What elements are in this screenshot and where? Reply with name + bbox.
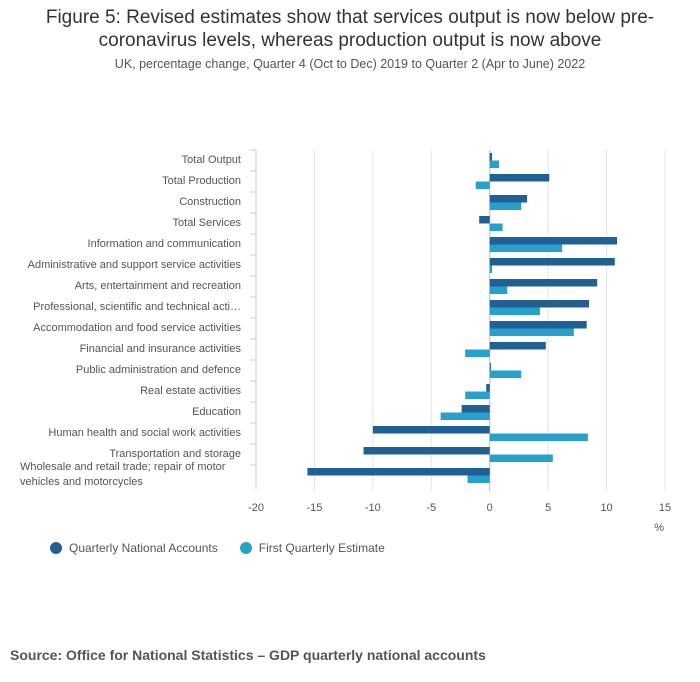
bar-fqe bbox=[475, 181, 490, 189]
bar-fqe bbox=[489, 223, 503, 231]
category-label: Total Output bbox=[182, 154, 241, 166]
bar-qna bbox=[461, 405, 490, 413]
bar-fqe bbox=[489, 265, 493, 273]
chart-legend: Quarterly National Accounts First Quarte… bbox=[50, 541, 385, 555]
bar-qna bbox=[489, 363, 491, 371]
bar-qna bbox=[489, 342, 546, 350]
category-label: Wholesale and retail trade; repair of mo… bbox=[20, 461, 226, 488]
bar-fqe bbox=[489, 433, 588, 441]
category-label: Transportation and storage bbox=[109, 448, 241, 460]
x-tick-label: 0 bbox=[487, 502, 493, 514]
category-label: Construction bbox=[179, 196, 241, 208]
bar-qna bbox=[479, 216, 490, 224]
legend-label-series-1: Quarterly National Accounts bbox=[69, 541, 218, 555]
bar-fqe bbox=[467, 475, 490, 483]
category-label: Professional, scientific and technical a… bbox=[33, 301, 241, 313]
x-tick-label: 5 bbox=[545, 502, 551, 514]
x-tick-label: 15 bbox=[659, 502, 671, 514]
x-tick-label: -15 bbox=[306, 502, 322, 514]
category-label: Human health and social work activities bbox=[48, 427, 241, 439]
x-tick-label: -5 bbox=[426, 502, 436, 514]
x-tick-label: -10 bbox=[365, 502, 381, 514]
bar-fqe bbox=[489, 454, 553, 462]
chart-title-line-1: Figure 5: Revised estimates show that se… bbox=[45, 7, 655, 28]
legend-label-series-2: First Quarterly Estimate bbox=[258, 541, 385, 555]
category-label: Financial and insurance activities bbox=[80, 343, 242, 355]
category-label: Arts, entertainment and recreation bbox=[75, 280, 241, 292]
bar-qna bbox=[486, 384, 490, 392]
category-label: Information and communication bbox=[88, 238, 241, 250]
bar-qna bbox=[489, 153, 493, 161]
bar-qna bbox=[363, 447, 490, 455]
bar-fqe bbox=[489, 370, 522, 378]
category-label: Total Production bbox=[162, 175, 241, 187]
category-label: Real estate activities bbox=[140, 385, 241, 397]
bar-qna bbox=[372, 426, 490, 434]
bar-fqe bbox=[489, 202, 522, 210]
bar-qna bbox=[489, 195, 528, 203]
bar-chart: -20 -15 -10 -5 0 5 10 15% Total Output Total Prod… bbox=[20, 149, 671, 534]
source-note: Source: Office for National Statistics –… bbox=[10, 647, 486, 663]
bar-fqe bbox=[489, 328, 574, 336]
category-label: Education bbox=[192, 406, 241, 418]
bar-fqe bbox=[440, 412, 490, 420]
bar-fqe bbox=[489, 286, 508, 294]
chart-subtitle: UK, percentage change, Quarter 4 (Oct to… bbox=[114, 57, 586, 71]
legend-item-series-1[interactable]: Quarterly National Accounts bbox=[50, 541, 218, 555]
bar-fqe bbox=[465, 391, 490, 399]
x-axis-label: % bbox=[654, 522, 664, 534]
bar-qna bbox=[307, 468, 490, 476]
bar-qna bbox=[489, 279, 598, 287]
chart-title: Figure 5: Revised estimates show that se… bbox=[0, 6, 700, 52]
bar-qna bbox=[489, 258, 615, 266]
x-tick-label: 10 bbox=[600, 502, 612, 514]
chart-title-line-2: coronavirus levels, whereas production o… bbox=[98, 30, 602, 51]
bar-qna bbox=[489, 321, 587, 329]
category-label: Total Services bbox=[173, 217, 242, 229]
bar-qna bbox=[489, 300, 590, 308]
legend-swatch-series-2 bbox=[239, 542, 252, 554]
bar-qna bbox=[489, 237, 618, 245]
category-label: Accommodation and food service activitie… bbox=[33, 322, 241, 334]
bar-fqe bbox=[489, 307, 540, 315]
bar-qna bbox=[489, 174, 550, 182]
bar-fqe bbox=[489, 160, 500, 168]
bar-fqe bbox=[465, 349, 490, 357]
category-label: Public administration and defence bbox=[76, 364, 241, 376]
legend-swatch-series-1 bbox=[50, 542, 62, 554]
x-tick-label: -20 bbox=[248, 502, 264, 514]
category-label: Administrative and support service activ… bbox=[28, 259, 242, 271]
bar-fqe bbox=[489, 244, 563, 252]
legend-item-series-2[interactable]: First Quarterly Estimate bbox=[239, 541, 385, 555]
